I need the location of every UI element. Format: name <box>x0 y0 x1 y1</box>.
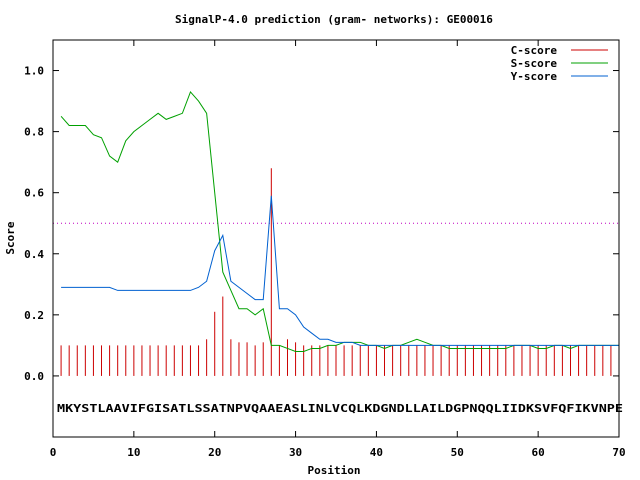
x-tick-label: 60 <box>532 446 545 459</box>
x-tick-label: 50 <box>451 446 464 459</box>
chart-title: SignalP-4.0 prediction (gram- networks):… <box>175 13 493 26</box>
legend-label-s-score: S-score <box>511 57 558 70</box>
x-tick-label: 70 <box>612 446 625 459</box>
plot-content <box>53 90 620 376</box>
legend-label-c-score: C-score <box>511 44 558 57</box>
y-axis-label: Score <box>4 221 17 254</box>
y-tick-label: 0.2 <box>24 309 44 322</box>
y-tick-label: 0.8 <box>24 126 44 139</box>
y-score-line <box>61 195 619 346</box>
plot-frame <box>52 39 620 438</box>
x-tick-label: 20 <box>208 446 221 459</box>
y-tick-label: 0.6 <box>24 187 44 200</box>
x-tick-label: 30 <box>289 446 302 459</box>
y-tick-label: 0.4 <box>24 248 44 261</box>
y-tick-label: 1.0 <box>24 65 44 78</box>
x-axis-label: Position <box>308 464 361 477</box>
y-tick-label: 0.0 <box>24 370 44 383</box>
x-tick-label: 0 <box>50 446 57 459</box>
y-axis-ticks: 0.0 0.2 0.4 0.6 0.8 1.0 <box>24 65 619 383</box>
x-tick-label: 40 <box>370 446 383 459</box>
protein-sequence: MKYSTLAAVIFGISATLSSATNPVQAAEASLINLVCQLKD… <box>57 402 623 415</box>
x-tick-label: 10 <box>127 446 140 459</box>
legend-label-y-score: Y-score <box>511 70 558 83</box>
x-axis-ticks: 0 10 20 30 40 50 60 70 <box>50 40 626 459</box>
